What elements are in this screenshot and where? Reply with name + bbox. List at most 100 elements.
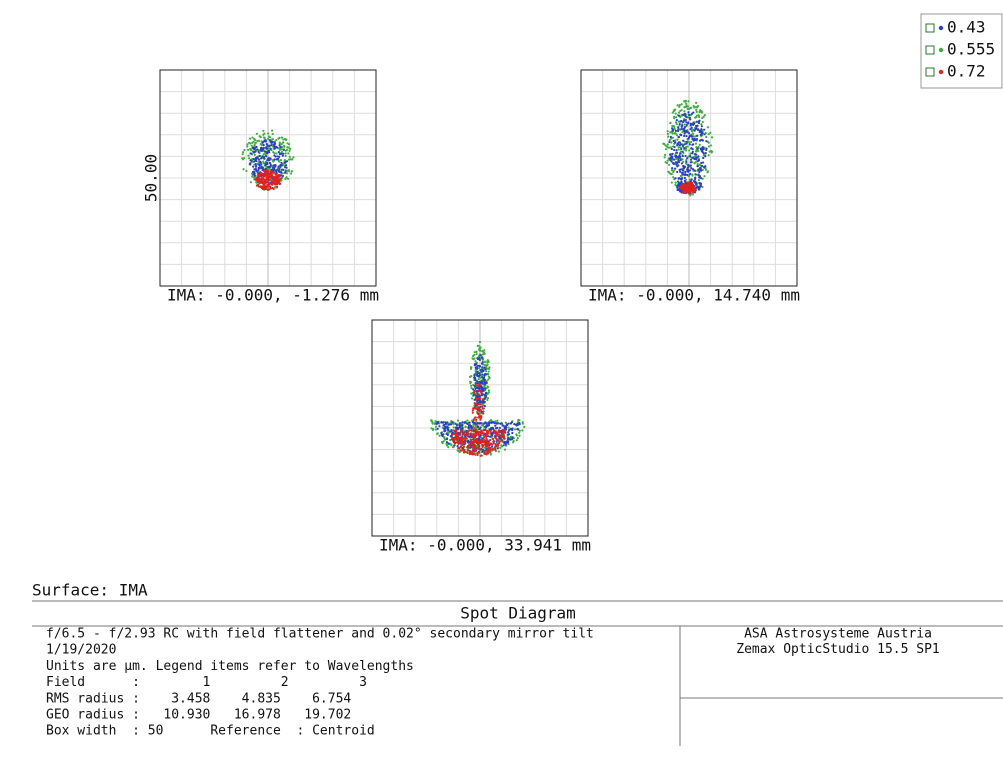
spot bbox=[474, 393, 477, 397]
spot bbox=[458, 423, 461, 427]
spot bbox=[256, 140, 259, 143]
spot bbox=[479, 384, 482, 387]
spot bbox=[693, 184, 696, 188]
spot bbox=[667, 135, 670, 138]
spot bbox=[452, 429, 455, 432]
spot bbox=[460, 438, 463, 442]
spot bbox=[287, 177, 290, 180]
spot bbox=[693, 129, 696, 132]
spot bbox=[267, 135, 271, 138]
spot bbox=[480, 370, 483, 373]
spot bbox=[477, 416, 480, 419]
spot bbox=[275, 138, 278, 142]
spot bbox=[686, 145, 689, 148]
spot bbox=[684, 118, 687, 122]
spot bbox=[441, 421, 445, 424]
spot bbox=[474, 396, 478, 399]
spot bbox=[470, 387, 473, 390]
spot bbox=[671, 111, 674, 114]
spot bbox=[279, 158, 283, 162]
spot bbox=[694, 160, 697, 164]
spot bbox=[689, 127, 692, 131]
spot bbox=[702, 115, 705, 118]
spot bbox=[287, 169, 291, 172]
spot bbox=[267, 172, 270, 175]
spot bbox=[262, 143, 265, 147]
spot bbox=[523, 425, 526, 428]
spot bbox=[445, 426, 448, 429]
spot bbox=[696, 147, 699, 150]
spot bbox=[677, 120, 680, 123]
spot bbox=[688, 190, 691, 194]
spot bbox=[241, 157, 244, 160]
spot bbox=[671, 152, 674, 155]
spot bbox=[285, 160, 289, 163]
spot-plot: IMA: -0.000, 33.941 mm bbox=[371, 319, 591, 555]
spot bbox=[677, 126, 680, 129]
spot bbox=[678, 144, 681, 147]
spot bbox=[284, 164, 288, 167]
spot bbox=[677, 111, 681, 114]
spot bbox=[257, 175, 260, 178]
spot bbox=[483, 366, 486, 369]
spot bbox=[470, 438, 473, 441]
spot bbox=[458, 425, 462, 428]
spot bbox=[685, 140, 688, 144]
spot bbox=[671, 162, 675, 165]
spot bbox=[684, 180, 687, 184]
spot bbox=[470, 384, 473, 387]
spot bbox=[255, 181, 258, 184]
spot bbox=[490, 421, 493, 424]
spot bbox=[483, 373, 487, 376]
spot bbox=[476, 364, 479, 367]
spot bbox=[257, 183, 260, 186]
spot bbox=[477, 378, 480, 381]
spot bbox=[477, 437, 480, 440]
spot bbox=[269, 176, 272, 179]
spot bbox=[664, 148, 668, 151]
spot bbox=[252, 165, 255, 168]
spot bbox=[454, 422, 457, 425]
spot bbox=[280, 161, 283, 164]
spot bbox=[478, 382, 481, 385]
spot bbox=[479, 408, 482, 412]
spot bbox=[479, 415, 482, 418]
spot bbox=[471, 411, 474, 414]
spot bbox=[460, 449, 463, 452]
spot bbox=[516, 437, 519, 440]
spot bbox=[257, 150, 260, 153]
spot bbox=[481, 361, 484, 364]
spot bbox=[459, 436, 462, 439]
spot bbox=[262, 156, 266, 159]
legend-checkbox bbox=[925, 23, 935, 33]
spot bbox=[452, 441, 455, 444]
spot bbox=[502, 437, 505, 440]
spot bbox=[690, 112, 694, 115]
spot bbox=[688, 155, 692, 158]
spot bbox=[257, 160, 260, 164]
spot bbox=[680, 168, 683, 171]
spot bbox=[461, 443, 464, 446]
spot bbox=[669, 153, 672, 156]
spot bbox=[482, 448, 485, 451]
spot bbox=[478, 340, 482, 344]
spot bbox=[289, 147, 292, 151]
spot bbox=[287, 143, 291, 146]
spot bbox=[686, 173, 689, 177]
spot bbox=[705, 140, 708, 143]
spot bbox=[706, 170, 709, 173]
spot bbox=[683, 173, 686, 176]
spot bbox=[474, 360, 477, 363]
spot bbox=[458, 422, 462, 425]
spot bbox=[674, 141, 677, 144]
legend-checkbox bbox=[925, 67, 935, 77]
spot bbox=[507, 426, 510, 429]
plot-frame bbox=[371, 319, 589, 537]
spot bbox=[278, 173, 281, 177]
spot bbox=[707, 145, 711, 148]
spot bbox=[460, 442, 463, 445]
spot bbox=[683, 176, 686, 180]
spot bbox=[443, 430, 446, 433]
spot bbox=[474, 416, 477, 419]
